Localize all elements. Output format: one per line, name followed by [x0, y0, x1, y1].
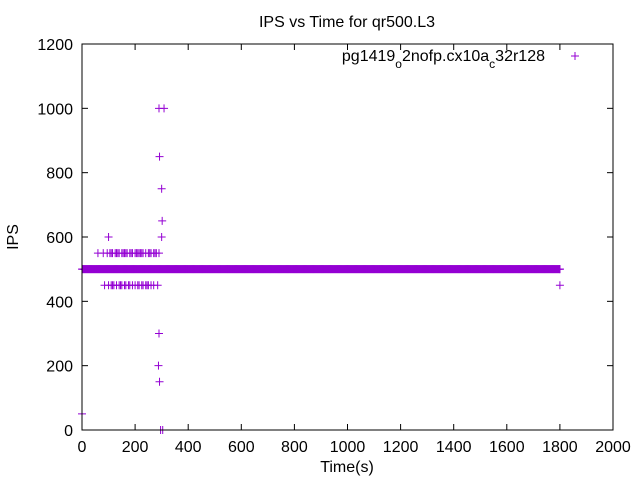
x-tick-label: 1600 — [489, 439, 525, 456]
x-tick-label: 0 — [78, 439, 87, 456]
x-tick-label: 400 — [175, 439, 202, 456]
chart-title: IPS vs Time for qr500.L3 — [259, 14, 435, 31]
legend-label-part: pg1419 — [342, 48, 395, 65]
y-tick-label: 1000 — [37, 101, 73, 118]
x-tick-label: 2000 — [595, 439, 631, 456]
data-point — [155, 377, 164, 386]
data-point — [157, 184, 166, 193]
x-tick-label: 800 — [281, 439, 308, 456]
data-point — [154, 329, 163, 338]
data-point — [555, 265, 564, 274]
x-tick-label: 1400 — [436, 439, 472, 456]
legend-label-part: c — [489, 57, 495, 71]
data-point — [555, 281, 564, 290]
data-point — [157, 233, 166, 241]
x-tick-label: 1800 — [542, 439, 578, 456]
legend-label-part: 32r128 — [495, 48, 545, 65]
data-point — [104, 233, 113, 241]
x-tick-label: 1200 — [383, 439, 419, 456]
y-tick-label: 200 — [46, 359, 73, 376]
y-tick-label: 1200 — [37, 37, 73, 54]
y-tick-label: 0 — [64, 423, 73, 440]
data-point — [153, 281, 162, 290]
legend: pg1419o2nofp.cx10ac32r128 — [342, 48, 579, 71]
data-point — [154, 361, 163, 370]
legend-label-part: o — [395, 57, 402, 71]
data-point — [160, 104, 169, 113]
y-tick-label: 600 — [46, 230, 73, 247]
x-tick-label: 600 — [228, 439, 255, 456]
legend-label: pg1419o2nofp.cx10ac32r128 — [342, 48, 545, 71]
data-point — [155, 152, 164, 161]
y-tick-label: 800 — [46, 166, 73, 183]
x-tick-label: 200 — [122, 439, 149, 456]
plot-border — [81, 43, 614, 431]
data-point — [158, 216, 167, 225]
data-point — [154, 249, 163, 258]
data-points — [78, 104, 564, 434]
axis-ticks: 0 200 400 600 800 1000 1200 1400 1600 1800 2000 0 20… — [37, 37, 630, 456]
x-axis-label: Time(s) — [320, 459, 374, 476]
legend-plus-icon — [571, 52, 579, 60]
y-axis-label: IPS — [5, 224, 22, 250]
x-tick-label: 1000 — [330, 439, 366, 456]
legend-marker — [571, 52, 579, 60]
y-tick-label: 400 — [46, 294, 73, 311]
legend-label-part: 2nofp.cx10a — [402, 48, 489, 65]
